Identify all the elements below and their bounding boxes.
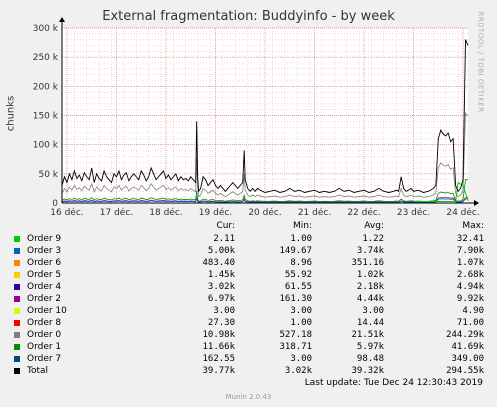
x-tick-label: 20 déc. [248, 207, 281, 218]
series-order-1 [61, 179, 468, 202]
y-tick-label: 150 k [33, 112, 59, 122]
y-tick-label: 50 k [38, 170, 58, 180]
y-tick-label: 0 [52, 199, 58, 209]
series-order-0 [61, 112, 469, 198]
x-tick-label: 24 déc. [446, 207, 479, 218]
series-total [61, 39, 469, 193]
munin-version: Munin 2.0.43 [225, 393, 272, 401]
x-tick-label: 23 déc. [397, 207, 430, 218]
y-axis-arrow [59, 17, 65, 22]
rrdtool-watermark: RRDTOOL / TOBI OETIKER [476, 11, 485, 113]
chart-title: External fragmentation: Buddyinfo - by w… [102, 9, 395, 24]
x-tick-label: 16 déc. [50, 207, 83, 218]
y-tick-label: 300 k [33, 24, 59, 34]
x-axis-arrow [474, 200, 479, 206]
x-tick-label: 21 déc. [298, 207, 331, 218]
series-order-3 [61, 197, 468, 203]
y-tick-label: 250 k [33, 53, 59, 63]
x-tick-label: 18 déc. [149, 207, 182, 218]
y-tick-label: 200 k [33, 82, 59, 92]
x-tick-label: 17 déc. [100, 207, 133, 218]
y-axis-label: chunks [5, 95, 17, 132]
series-order-9 [413, 181, 469, 203]
y-tick-label: 100 k [33, 141, 59, 151]
x-tick-label: 22 déc. [347, 207, 380, 218]
last-update: Last update: Tue Dec 24 12:30:43 2019 [304, 378, 483, 388]
x-tick-label: 19 déc. [199, 207, 232, 218]
